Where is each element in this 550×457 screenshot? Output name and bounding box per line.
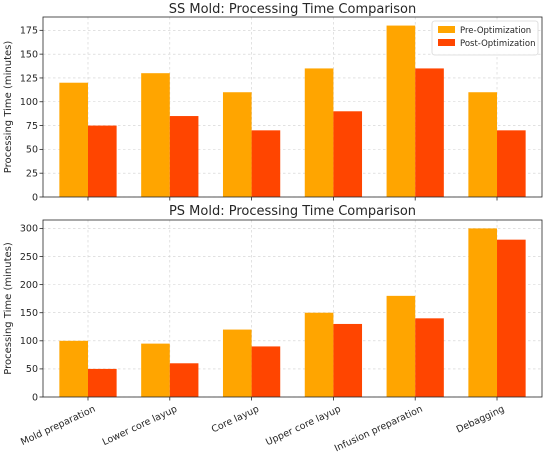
y-tick-label: 25 xyxy=(26,168,38,179)
legend: Pre-Optimization Post-Optimization xyxy=(431,20,539,56)
chart-title: SS Mold: Processing Time Comparison xyxy=(169,2,417,17)
y-tick-label: 125 xyxy=(20,73,38,84)
chart-title: PS Mold: Processing Time Comparison xyxy=(169,204,416,219)
bar-pre-optimization-lower-core-layup xyxy=(141,73,170,197)
bar-post-optimization-upper-core-layup xyxy=(333,323,363,397)
y-tick-label: 250 xyxy=(20,252,38,263)
bar-post-optimization-upper-core-layup xyxy=(333,111,363,197)
bar-pre-optimization-upper-core-layup xyxy=(304,312,334,397)
y-tick-label: 0 xyxy=(32,392,38,403)
y-tick-label: 175 xyxy=(20,26,38,37)
legend-box xyxy=(431,20,539,56)
bar-pre-optimization-mold-preparation xyxy=(59,82,88,197)
ps-mold-chart: PS Mold: Processing Time Comparison Proc… xyxy=(3,204,543,455)
bars xyxy=(59,228,526,397)
axes: 0 25 50 75 100 125 150 175 xyxy=(20,16,543,203)
bar-post-optimization-debagging xyxy=(497,239,526,397)
ss-mold-chart: SS Mold: Processing Time Comparison Proc… xyxy=(3,2,543,203)
x-tick-label: Mold preparation xyxy=(19,404,97,448)
plot-frame xyxy=(42,219,543,398)
x-tick-label: Infusion preparation xyxy=(333,404,425,455)
y-tick-label: 100 xyxy=(20,97,38,108)
y-tick-label: 0 xyxy=(32,192,38,203)
bar-pre-optimization-lower-core-layup xyxy=(141,343,170,397)
axes: 0 50 100 150 200 250 300 Mold preparation Lower … xyxy=(19,219,543,455)
bar-post-optimization-mold-preparation xyxy=(87,125,117,197)
bar-pre-optimization-debagging xyxy=(468,228,498,397)
x-tick-label: Core layup xyxy=(210,404,261,436)
bar-post-optimization-debagging xyxy=(497,130,526,197)
bar-pre-optimization-mold-preparation xyxy=(59,340,88,397)
y-tick-label: 300 xyxy=(20,224,38,235)
legend-label-pre-optimization: Pre-Optimization xyxy=(460,26,531,36)
bar-post-optimization-core-layup xyxy=(251,130,281,197)
bar-post-optimization-core-layup xyxy=(251,346,281,397)
y-axis-label: Processing Time (minutes) xyxy=(3,41,14,174)
legend-swatch-pre-optimization xyxy=(438,26,455,33)
bar-post-optimization-mold-preparation xyxy=(87,368,117,397)
legend-swatch-post-optimization xyxy=(438,39,455,46)
bar-post-optimization-lower-core-layup xyxy=(169,116,199,197)
y-tick-label: 50 xyxy=(26,145,38,156)
y-tick-label: 75 xyxy=(26,121,38,132)
bar-pre-optimization-upper-core-layup xyxy=(304,68,334,197)
y-tick-label: 150 xyxy=(20,308,38,319)
y-axis-label: Processing Time (minutes) xyxy=(3,242,14,375)
bar-pre-optimization-infusion-preparation xyxy=(386,295,416,397)
y-tick-label: 50 xyxy=(26,364,38,375)
bar-pre-optimization-core-layup xyxy=(222,329,252,397)
y-tick-label: 200 xyxy=(20,280,38,291)
x-tick-label: Upper core layup xyxy=(264,404,343,448)
y-tick-label: 100 xyxy=(20,336,38,347)
bar-pre-optimization-core-layup xyxy=(222,92,252,197)
bar-pre-optimization-debagging xyxy=(468,92,498,197)
x-tick-label: Lower core layup xyxy=(101,404,179,448)
x-tick-label: Debagging xyxy=(455,404,507,436)
y-tick-label: 150 xyxy=(20,49,38,60)
bar-post-optimization-lower-core-layup xyxy=(169,363,199,397)
bar-pre-optimization-infusion-preparation xyxy=(386,25,416,198)
bar-post-optimization-infusion-preparation xyxy=(415,318,444,397)
legend-label-post-optimization: Post-Optimization xyxy=(460,39,535,49)
grid xyxy=(43,220,542,398)
bar-post-optimization-infusion-preparation xyxy=(415,68,444,197)
plot-frame xyxy=(42,16,543,198)
bars xyxy=(59,25,526,198)
